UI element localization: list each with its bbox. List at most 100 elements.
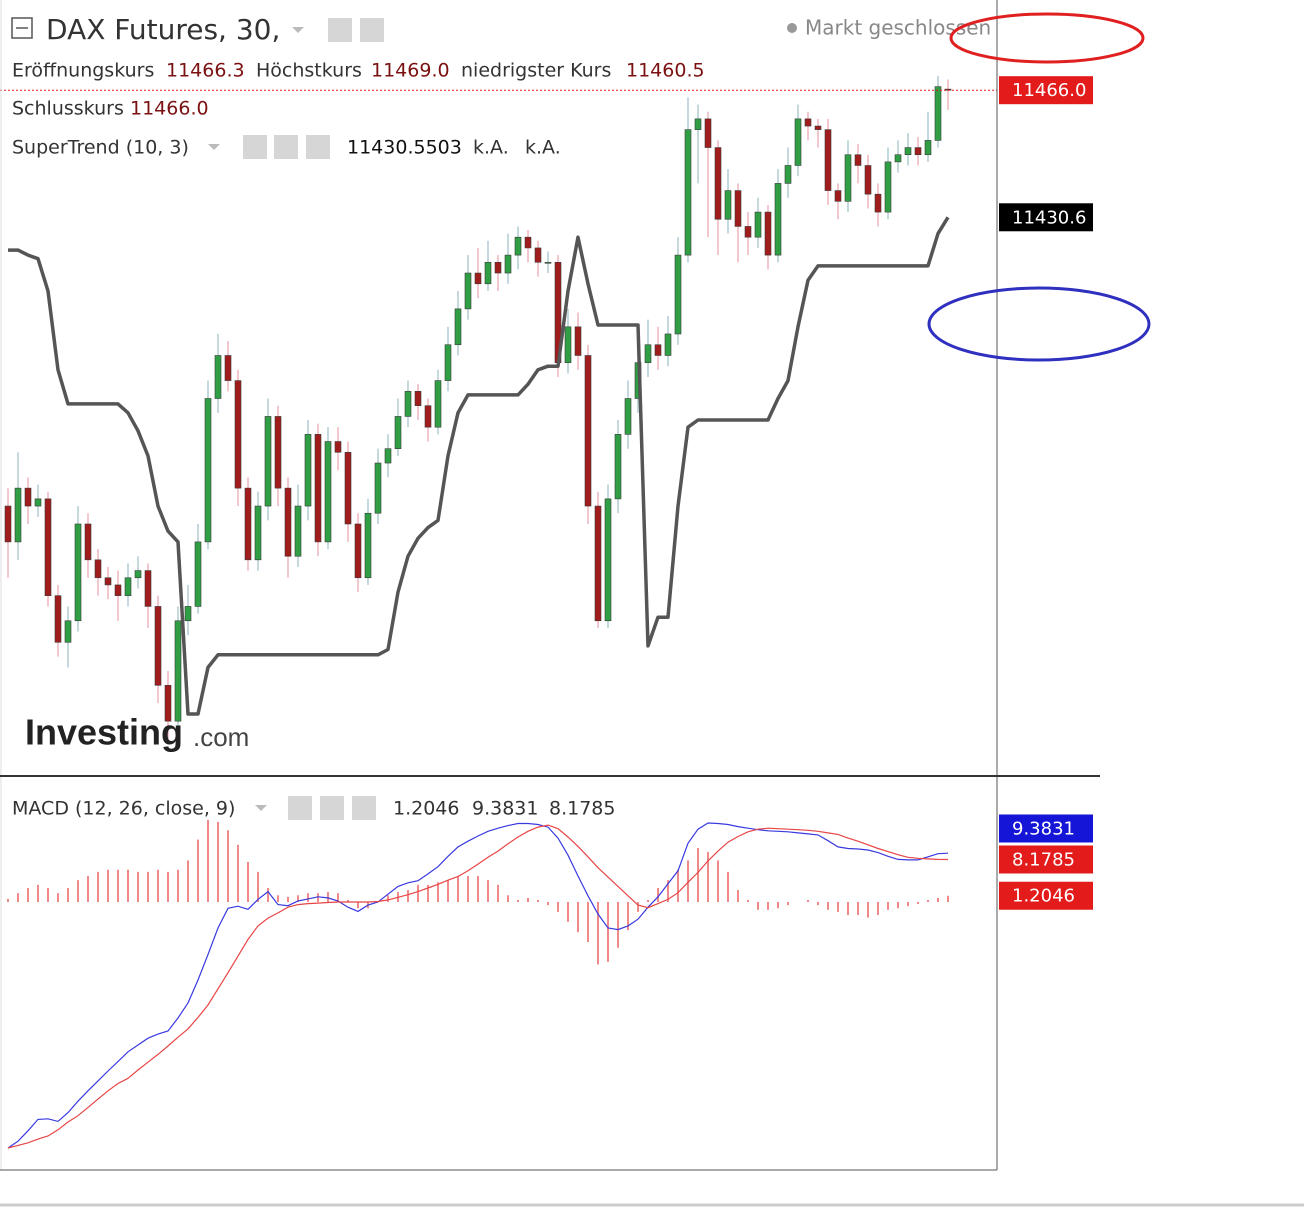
axis-labels: 11430.6 11466.0 1.2046 9.3831 8.1785 (999, 76, 1093, 910)
candle-body (324, 441, 332, 543)
candle-body (774, 183, 782, 256)
candle-body (824, 129, 832, 191)
candle-body (124, 577, 132, 596)
candle-body (74, 523, 82, 622)
candle-body (164, 685, 172, 722)
chart-title: DAX Futures, 30, (46, 13, 280, 46)
candle-body (94, 559, 102, 579)
candle-body (834, 190, 842, 202)
candle-body (654, 344, 662, 356)
candle-body (694, 118, 702, 130)
candle-body (574, 326, 582, 356)
candle-body (934, 86, 942, 141)
dropdown[interactable] (292, 27, 304, 33)
macd-value-label: 1.2046 (1012, 886, 1075, 907)
remove-button[interactable] (352, 796, 376, 820)
candle-body (374, 462, 382, 514)
candle-body (854, 154, 862, 166)
candle-body (444, 344, 452, 381)
candle-body (504, 254, 512, 274)
candle-body (884, 161, 892, 213)
macd-line (7, 822, 949, 1149)
candle-body (484, 261, 492, 285)
candle-body (754, 211, 762, 238)
candle-body (114, 584, 122, 596)
candle-body (204, 398, 212, 543)
watermark: .com (193, 722, 249, 752)
dropdown[interactable] (208, 144, 220, 150)
candle-body (314, 434, 322, 543)
candle-body (4, 505, 12, 543)
macd-value-label: 8.1785 (1012, 849, 1075, 870)
candle-body (674, 254, 682, 335)
candle-body (424, 405, 432, 428)
candle-body (544, 261, 552, 264)
candle-body (264, 416, 272, 507)
legend-label: Höchstkurs (256, 60, 362, 82)
candle-body (914, 147, 922, 156)
candle-body (604, 498, 612, 622)
candle-body (704, 118, 712, 148)
annotation-circle (927, 286, 1151, 362)
visibility-button[interactable] (243, 135, 267, 159)
candle-body (274, 416, 282, 489)
indicator-value: k.A. (525, 137, 561, 159)
candle-body (254, 505, 262, 561)
candle-body (474, 272, 482, 285)
candle-body (684, 129, 692, 256)
indicator-name: SuperTrend (10, 3) (12, 137, 189, 159)
indicator-value: 9.3831 (472, 798, 538, 820)
legend-value: 11466.3 (166, 60, 245, 82)
visibility-button[interactable] (288, 796, 312, 820)
annotation-circle (949, 12, 1145, 64)
candle-body (54, 595, 62, 643)
macd-line (7, 824, 949, 1149)
dropdown[interactable] (255, 805, 267, 811)
candle-body (44, 498, 52, 596)
indicator-value: 11430.5503 (347, 137, 462, 159)
remove-button[interactable] (306, 135, 330, 159)
candle-body (334, 441, 342, 453)
candle-body (814, 125, 822, 130)
legend-label: niedrigster Kurs (461, 60, 611, 82)
settings-button[interactable] (320, 796, 344, 820)
candle-body (764, 211, 772, 256)
candle-body (284, 487, 292, 557)
candle-body (34, 498, 42, 507)
candle-body (234, 380, 242, 489)
collapse-button[interactable] (11, 17, 33, 39)
candle-body (804, 118, 812, 127)
candle-body (794, 118, 802, 166)
legend-label: Eröffnungskurs (12, 60, 154, 82)
candle-body (174, 620, 182, 722)
candle-body (494, 261, 502, 274)
indicator-value: k.A. (473, 137, 509, 159)
plot (0, 75, 997, 1149)
candle-body (214, 355, 222, 399)
settings-button[interactable] (274, 135, 298, 159)
last-price-box (999, 76, 1093, 105)
candle-body (354, 523, 362, 579)
settings-button[interactable] (360, 18, 384, 42)
candle-body (524, 236, 532, 249)
candle-body (644, 344, 652, 363)
candle-body (144, 570, 152, 607)
candle-body (434, 380, 442, 428)
candle-body (514, 236, 522, 256)
supertrend-line (8, 216, 950, 716)
candle-body (194, 541, 202, 607)
visibility-button[interactable] (328, 18, 352, 42)
candle-body (244, 487, 252, 561)
legend-value: 11466.0 (130, 98, 209, 120)
candle-body (864, 165, 872, 195)
candle-body (184, 606, 192, 622)
macd-value-box (999, 814, 1093, 843)
candle-body (564, 326, 572, 363)
candle-body (724, 190, 732, 220)
candle-body (534, 247, 542, 263)
candle-body (624, 398, 632, 435)
candle-body (594, 505, 602, 622)
candle-body (744, 226, 752, 238)
status-dot (787, 23, 797, 33)
